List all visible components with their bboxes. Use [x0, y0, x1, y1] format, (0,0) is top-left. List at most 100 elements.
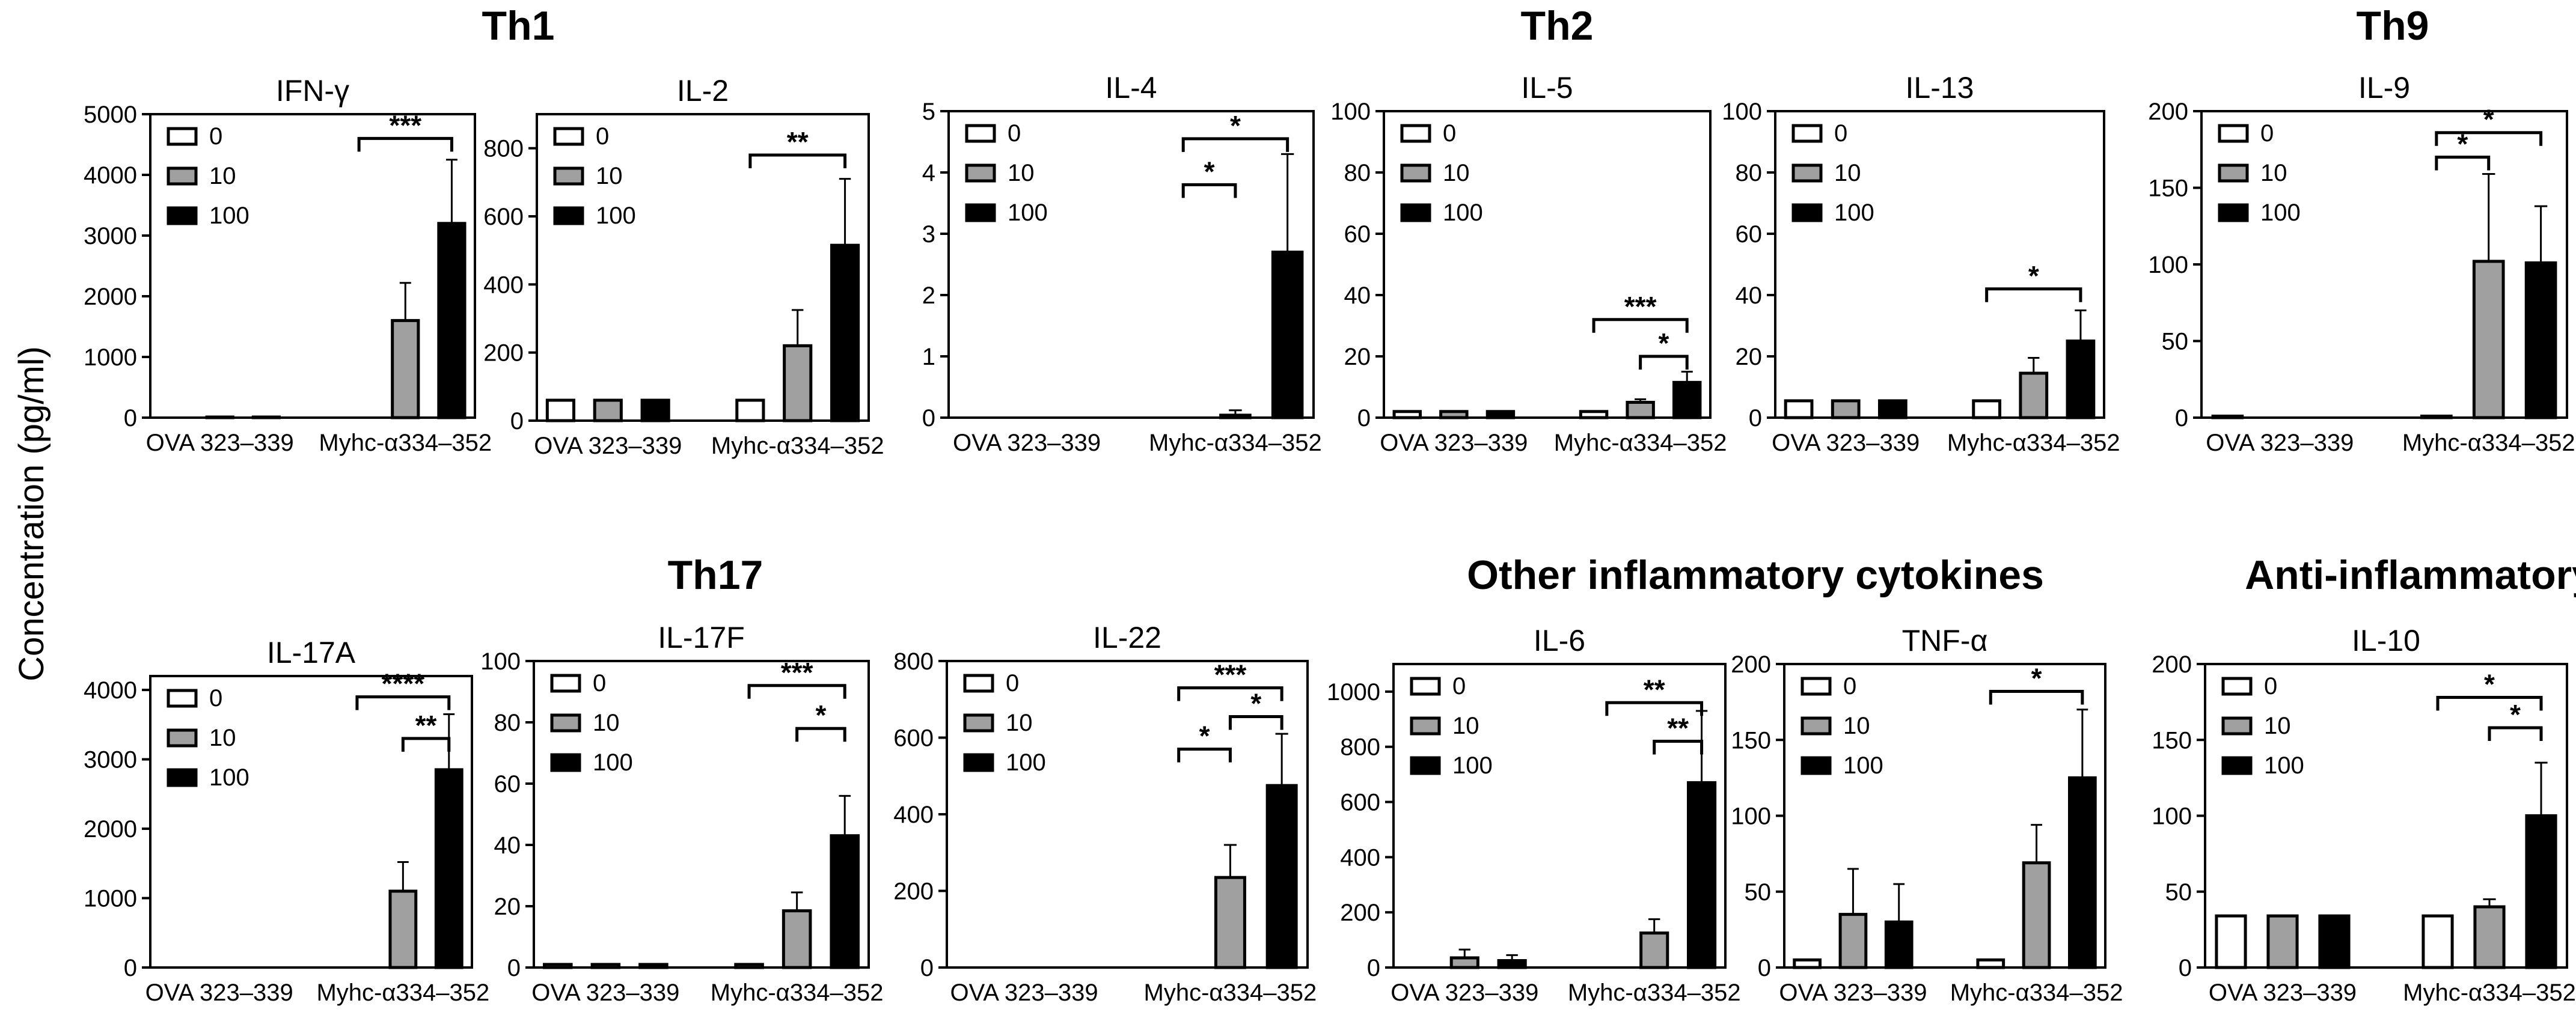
y-tick-label: 100 [1722, 99, 1762, 125]
significance-bracket [1181, 183, 1237, 198]
bar [2022, 861, 2051, 969]
legend-swatch [1410, 756, 1441, 775]
significance-label: * [1658, 328, 1669, 359]
bar [543, 963, 573, 969]
y-tick-label: 200 [2152, 651, 2192, 678]
y-tick-label: 40 [1736, 282, 1763, 309]
legend-swatch [1791, 203, 1823, 222]
chart-panel: IL-22 0 200 400 600 800 0 10 100 OVA 323–339 Myhc-… [893, 621, 1317, 1006]
bar [1219, 413, 1252, 419]
y-tick-label: 4000 [84, 162, 137, 189]
bar [1672, 380, 1702, 419]
bar [391, 318, 420, 419]
bar [640, 398, 670, 422]
legend-swatch [167, 689, 198, 708]
y-tick-label: 200 [893, 879, 934, 905]
legend-label: 100 [1843, 752, 1883, 779]
plot-frame [1392, 663, 1727, 969]
y-tick-label: 50 [2162, 329, 2189, 355]
legend-swatch [965, 203, 996, 222]
bar [1972, 399, 2002, 419]
y-tick-label: 200 [1340, 900, 1380, 926]
category-label: Myhc-α334–352 [1947, 430, 2120, 456]
bar [734, 963, 764, 969]
y-tick-label: 800 [483, 136, 524, 162]
y-tick-label: 100 [1731, 803, 1771, 830]
y-tick-label: 0 [1749, 405, 1762, 431]
plot-frame [536, 113, 870, 422]
legend-swatch [550, 674, 581, 693]
significance-bracket [1985, 287, 2082, 302]
y-tick-label: 150 [2148, 175, 2188, 202]
bar [2211, 414, 2244, 419]
chart-panel: IL-6 0 200 400 600 800 1000 0 10 100 OVA 323–339 My… [1327, 624, 1741, 1006]
y-tick-label: 600 [483, 204, 524, 230]
plot-frame [2200, 110, 2568, 419]
bar [1976, 958, 2005, 969]
legend-label: 100 [209, 203, 249, 229]
bar [1265, 784, 1298, 969]
y-tick-label: 200 [2148, 99, 2188, 125]
legend-label: 100 [1443, 200, 1483, 226]
bar [2420, 414, 2453, 419]
legend-swatch [167, 206, 198, 225]
significance-label: * [2028, 260, 2039, 291]
legend-label: 10 [209, 725, 236, 751]
panel-title: IL-22 [1093, 621, 1161, 654]
bar [1214, 876, 1246, 969]
y-tick-label: 1000 [84, 886, 137, 912]
category-label: Myhc-α334–352 [1144, 980, 1317, 1006]
y-axis-title: Concentration (pg/ml) [12, 346, 51, 681]
group-title-th17: Th17 [668, 552, 763, 598]
legend-label: 0 [1834, 120, 1847, 147]
bar [205, 415, 234, 419]
bar [1449, 956, 1479, 969]
legend-swatch [1410, 716, 1441, 736]
significance-label: *** [1624, 291, 1657, 322]
category-label: OVA 323–339 [1380, 430, 1528, 456]
group-title-other-inflammatory: Other inflammatory cytokines [1467, 552, 2044, 598]
bar [2266, 914, 2299, 969]
y-tick-label: 0 [124, 405, 137, 431]
y-tick-label: 60 [1344, 221, 1371, 248]
bar [2525, 814, 2557, 969]
y-tick-label: 20 [1344, 344, 1371, 370]
category-label: Myhc-α334–352 [711, 433, 884, 459]
plot-frame [1383, 110, 1712, 419]
chart-panel: IL-9 0 50 100 150 200 0 10 100 OVA 323–339 Myhc-α3… [2148, 71, 2575, 456]
legend-label: 10 [593, 710, 620, 736]
category-label: Myhc-α334–352 [1149, 430, 1322, 456]
legend-swatch [167, 127, 198, 146]
bar [2066, 340, 2096, 419]
panel-title: IL-13 [1906, 71, 1974, 105]
category-label: Myhc-α334–352 [1950, 980, 2123, 1006]
bar [2524, 261, 2557, 419]
bar [1784, 399, 1814, 419]
bar [1793, 958, 1822, 969]
y-tick-label: 400 [893, 802, 934, 828]
y-tick-label: 200 [483, 340, 524, 367]
bar [1497, 959, 1527, 969]
legend-label: 0 [209, 685, 222, 712]
significance-label: * [1250, 687, 1261, 719]
bar [437, 222, 467, 419]
legend-swatch [1400, 163, 1431, 183]
chart-panel: IFN-γ 0 1000 2000 3000 4000 5000 0 10 100 OVA 323–… [84, 74, 492, 456]
category-label: Myhc-α334–352 [316, 980, 489, 1006]
y-tick-label: 0 [510, 408, 524, 434]
legend-swatch [1400, 124, 1431, 143]
legend-label: 10 [1834, 160, 1861, 186]
bar [2019, 371, 2049, 419]
bar [1686, 781, 1717, 969]
significance-label: * [2457, 129, 2468, 160]
y-tick-label: 0 [507, 955, 521, 981]
y-tick-label: 3 [922, 221, 935, 248]
significance-bracket [1181, 137, 1290, 152]
legend-swatch [2218, 124, 2249, 143]
legend-label: 100 [1452, 752, 1493, 779]
bar [251, 415, 281, 419]
y-tick-label: 0 [2175, 405, 2188, 431]
significance-label: * [2483, 104, 2494, 135]
chart-panel: TNF-α 0 50 100 150 200 0 10 100 OVA 323–339 Myhc-α… [1731, 624, 2123, 1006]
legend-swatch [1800, 756, 1832, 775]
